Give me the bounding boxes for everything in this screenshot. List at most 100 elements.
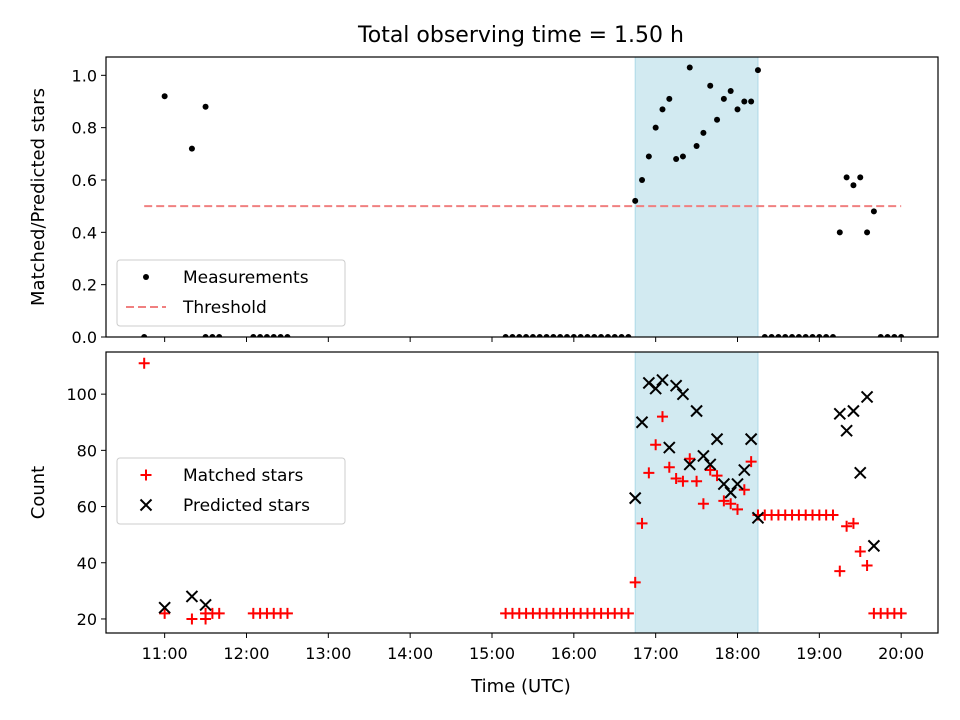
y-tick-label: 0.4	[72, 223, 97, 242]
data-point	[666, 95, 673, 102]
data-point	[523, 334, 530, 337]
count-panel: 11:00 12:00 13:00 14:00 15:00 16:00 17:00 18:00…	[28, 351, 939, 663]
data-point	[829, 334, 836, 337]
data-point	[543, 334, 550, 337]
x-axis-label: Time (UTC)	[470, 676, 571, 697]
data-point	[632, 197, 639, 204]
data-point	[720, 95, 727, 102]
x-tick-label: 13:00	[305, 644, 351, 663]
x-tick-label: 17:00	[633, 644, 679, 663]
data-point	[186, 613, 198, 625]
y-tick-label: 80	[77, 441, 97, 460]
data-point	[738, 484, 750, 496]
legend-marker	[139, 498, 153, 512]
data-point	[536, 334, 543, 337]
series-predicted-stars	[158, 373, 881, 614]
data-point	[656, 373, 669, 387]
data-point	[718, 495, 730, 507]
data-point	[833, 407, 847, 421]
data-point	[854, 466, 867, 480]
data-point	[693, 142, 700, 149]
data-point	[663, 441, 676, 454]
data-point	[884, 334, 891, 337]
data-point	[257, 334, 264, 337]
data-point	[516, 334, 523, 337]
data-point	[502, 334, 509, 337]
data-point	[840, 424, 853, 437]
data-point	[629, 576, 641, 588]
plot-area	[138, 357, 907, 625]
y-tick-label: 100	[66, 385, 97, 404]
data-point	[649, 382, 662, 395]
data-point	[611, 334, 618, 337]
data-point	[270, 334, 277, 337]
data-point	[867, 539, 881, 553]
data-point	[598, 334, 605, 337]
data-point	[707, 82, 714, 89]
legend-label: Measurements	[183, 268, 309, 288]
axes-frame	[105, 56, 939, 338]
y-tick-label: 0.8	[72, 119, 97, 138]
data-point	[841, 520, 853, 532]
data-point	[677, 475, 689, 487]
y-tick-label: 1.0	[72, 66, 97, 85]
y-tick-label: 0.0	[72, 328, 97, 347]
data-point	[673, 156, 680, 163]
data-point	[710, 432, 724, 446]
axes-frame	[105, 351, 939, 634]
data-point	[557, 334, 564, 337]
series-measurements	[141, 64, 905, 337]
plot-area	[141, 64, 905, 337]
legend-label: Predicted stars	[183, 496, 310, 516]
data-point	[802, 334, 809, 337]
x-tick-label: 18:00	[714, 644, 760, 663]
data-point	[850, 182, 857, 189]
data-point	[158, 601, 171, 614]
ratio-panel: 0.0 0.2 0.4 0.6 0.8 1.0 Matched/Predicted star…	[28, 56, 939, 347]
legend-label: Threshold	[182, 298, 267, 318]
data-point	[676, 387, 690, 401]
legend-label: Matched stars	[183, 466, 303, 486]
x-tick-label: 11:00	[142, 644, 188, 663]
data-point	[834, 565, 846, 577]
data-point	[570, 334, 577, 337]
data-point	[704, 458, 717, 471]
data-point	[564, 334, 571, 337]
x-tick-label: 15:00	[469, 644, 515, 663]
data-point	[700, 129, 707, 136]
data-point	[748, 98, 755, 105]
data-point	[768, 334, 775, 337]
data-point	[141, 334, 148, 337]
data-point	[877, 334, 884, 337]
data-point	[656, 411, 668, 423]
data-point	[199, 598, 212, 612]
data-point	[717, 477, 731, 491]
data-point	[847, 517, 859, 529]
legend: Matched stars Predicted stars	[116, 457, 346, 525]
data-point	[669, 379, 683, 392]
data-point	[636, 517, 648, 529]
data-point	[827, 509, 839, 521]
data-point	[188, 145, 195, 152]
data-point	[618, 334, 625, 337]
data-point	[584, 334, 591, 337]
data-point	[809, 334, 816, 337]
data-point	[650, 439, 662, 451]
data-point	[741, 98, 748, 105]
data-point	[754, 67, 761, 74]
y-axis-label: Count	[28, 466, 49, 519]
data-point	[281, 607, 293, 619]
data-point	[652, 124, 659, 131]
data-point	[284, 334, 291, 337]
data-point	[138, 357, 150, 369]
data-point	[704, 464, 716, 476]
data-point	[639, 176, 646, 183]
data-point	[216, 334, 223, 337]
data-point	[836, 229, 843, 236]
x-tick-label: 16:00	[551, 644, 597, 663]
data-point	[795, 334, 802, 337]
data-point	[663, 461, 675, 473]
legend: Measurements Threshold	[116, 259, 346, 327]
data-point	[202, 103, 209, 110]
y-tick-label: 0.2	[72, 276, 97, 295]
